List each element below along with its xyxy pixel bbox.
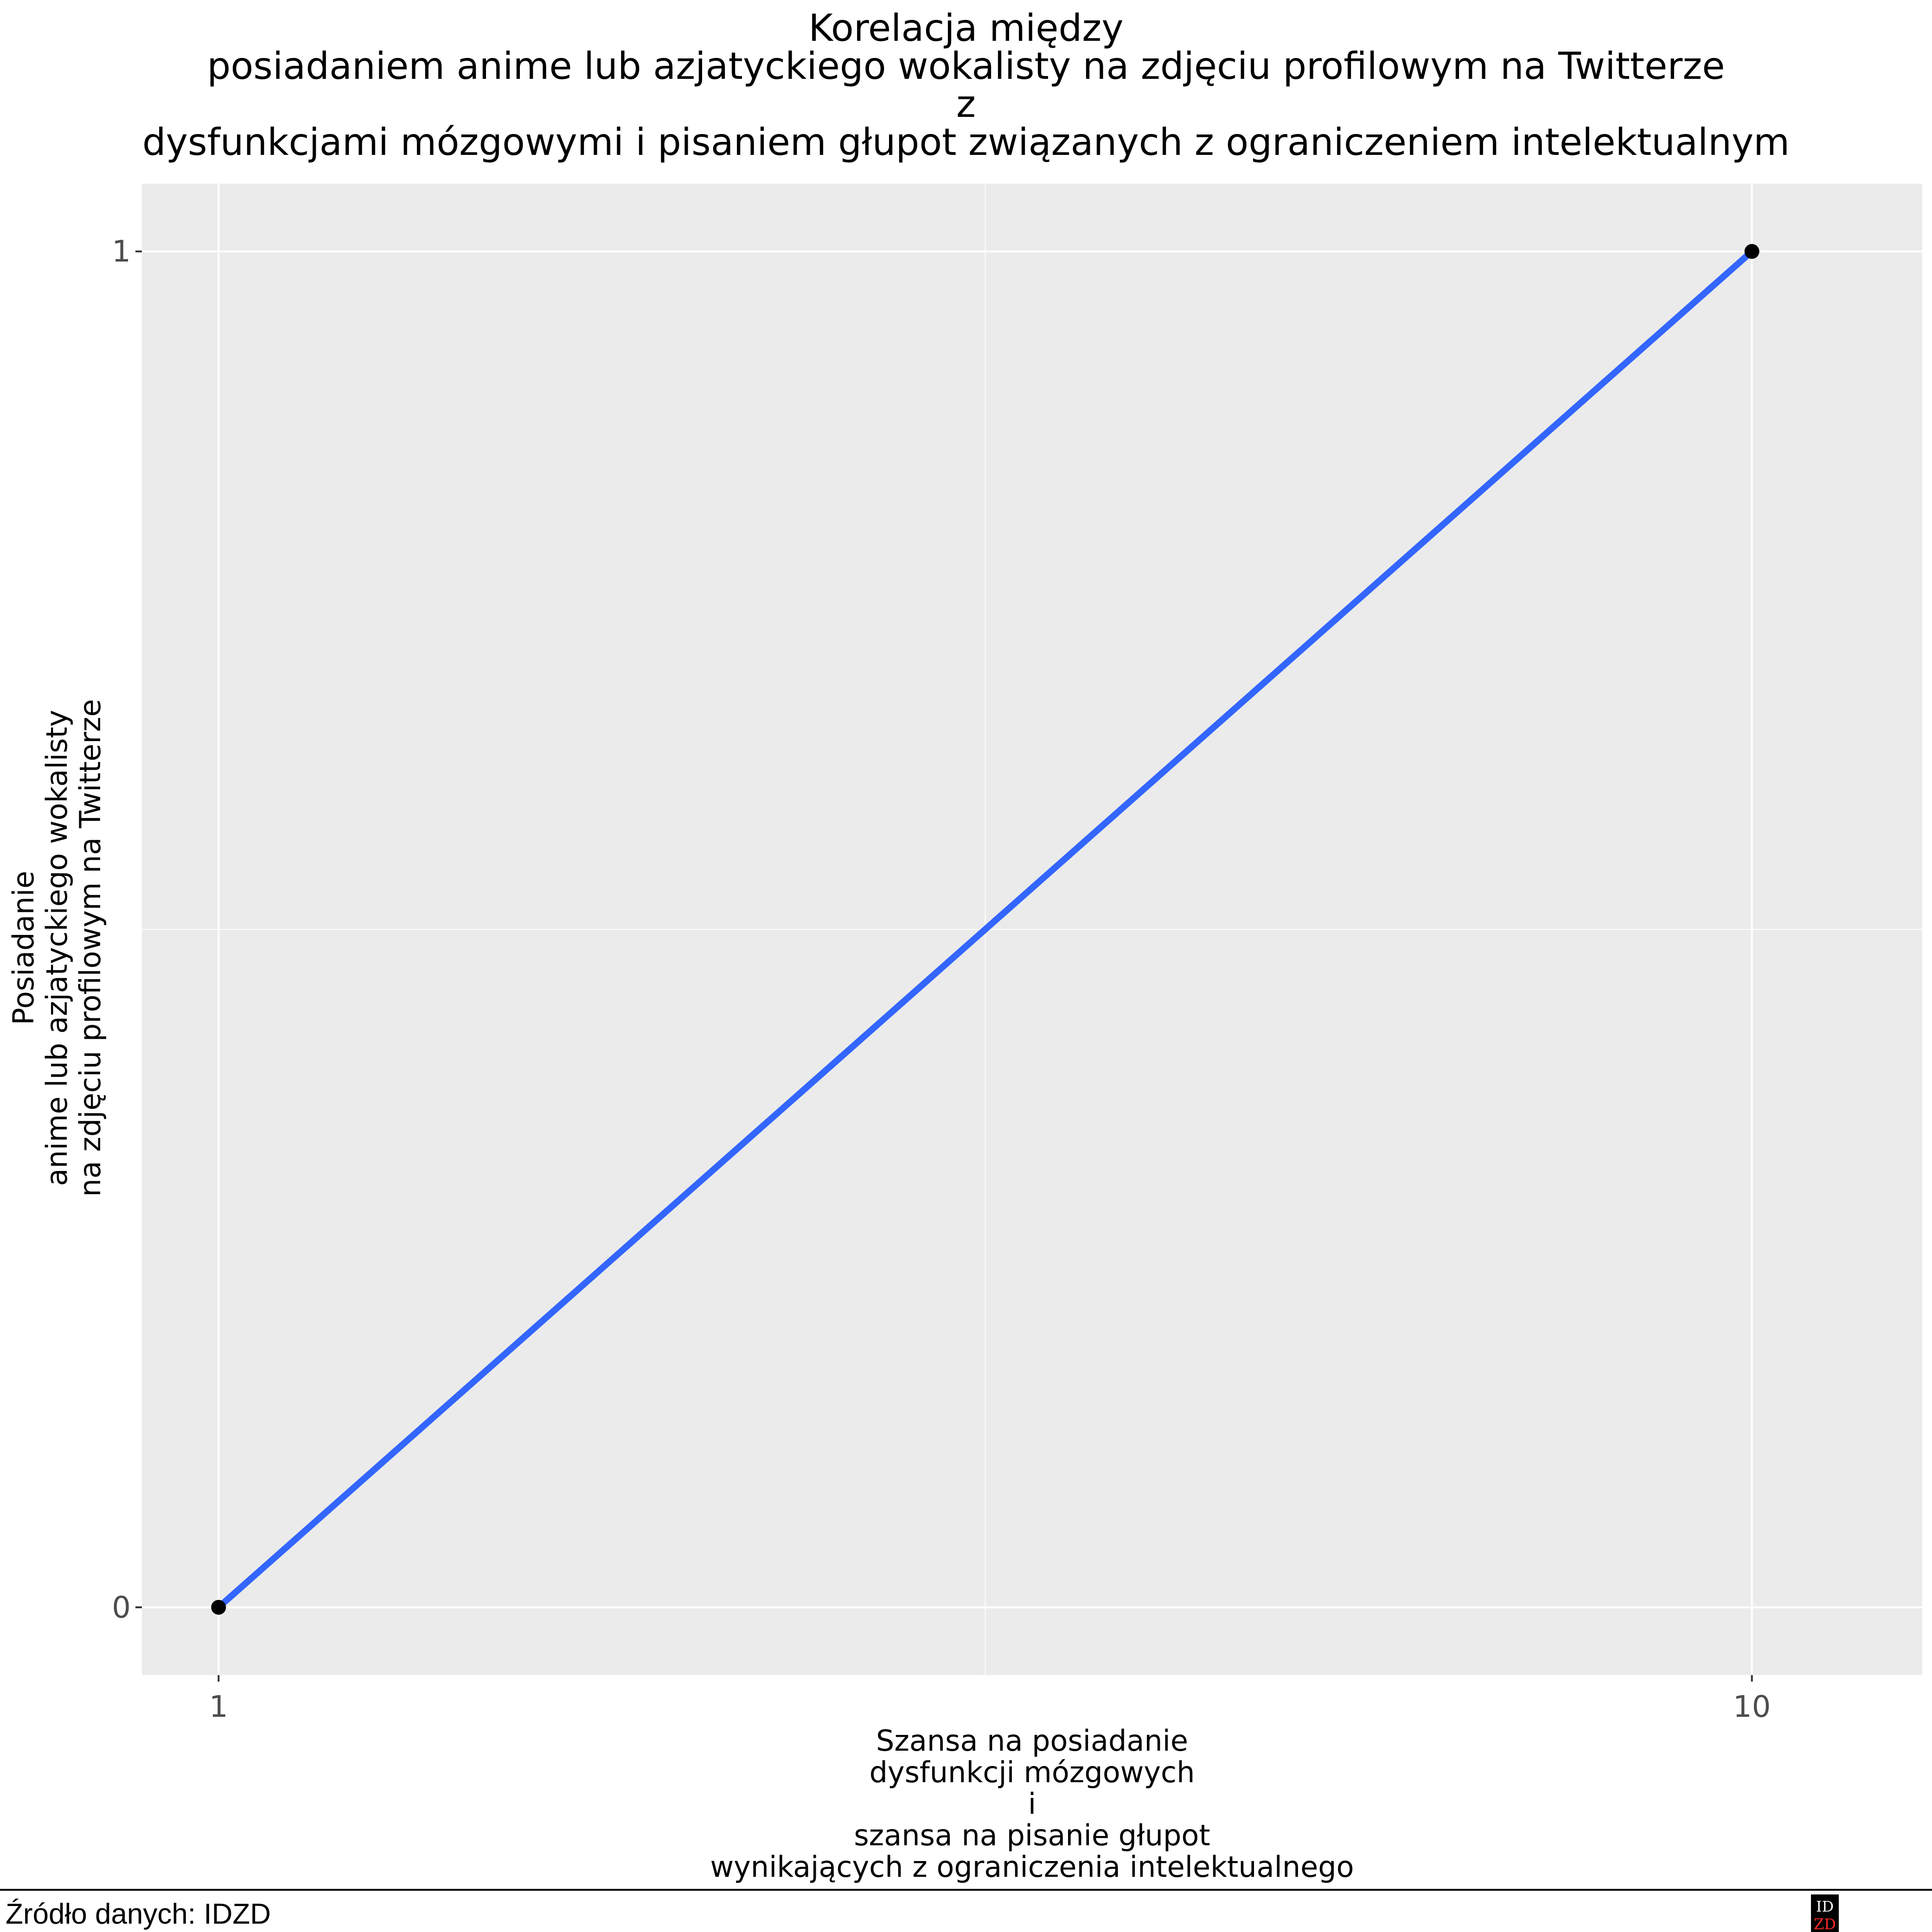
y-axis-title: Posiadanie anime lub azjatyckiego wokalis…: [6, 699, 107, 1196]
x-axis-ticks: 1 10: [209, 1675, 1771, 1724]
chart-title-line: posiadaniem anime lub azjatyckiego wokal…: [207, 45, 1725, 88]
data-point: [211, 1599, 226, 1615]
data-point: [1744, 244, 1759, 259]
x-axis-title-line: Szansa na posiadanie: [876, 1724, 1188, 1758]
chart-title-line: Korelacja między: [808, 6, 1123, 50]
series-line: [215, 248, 1755, 1611]
x-tick-label: 10: [1733, 1690, 1771, 1724]
chart-title-line: dysfunkcjami mózgowymi i pisaniem głupot…: [142, 121, 1790, 164]
y-tick-label: 0: [112, 1591, 131, 1625]
grid-lines: [142, 184, 1922, 1675]
svg-text:ZD: ZD: [1814, 1915, 1836, 1932]
chart-title-line: z: [956, 83, 976, 126]
data-series: [211, 244, 1759, 1615]
x-tick-label: 1: [209, 1690, 228, 1724]
y-axis-title-line: Posiadanie: [6, 871, 40, 1025]
caption-source: Źródło danych: IDZD: [6, 1898, 271, 1930]
y-axis-ticks: 01: [112, 235, 142, 1625]
y-axis-title-line: na zdjęciu profilowym na Twitterze: [73, 699, 107, 1196]
y-tick-label: 1: [112, 235, 131, 269]
y-axis-title-line: anime lub azjatyckiego wokalisty: [40, 710, 74, 1186]
x-axis-title-line: wynikających z ograniczenia intelektualn…: [710, 1850, 1354, 1884]
idzd-logo: ID ZD: [1811, 1894, 1839, 1932]
x-axis-title-line: i: [1028, 1787, 1036, 1821]
x-axis-title-line: szansa na pisanie głupot: [854, 1818, 1210, 1852]
svg-text:ID: ID: [1816, 1898, 1834, 1915]
x-axis-title-line: dysfunkcji mózgowych: [870, 1755, 1195, 1789]
